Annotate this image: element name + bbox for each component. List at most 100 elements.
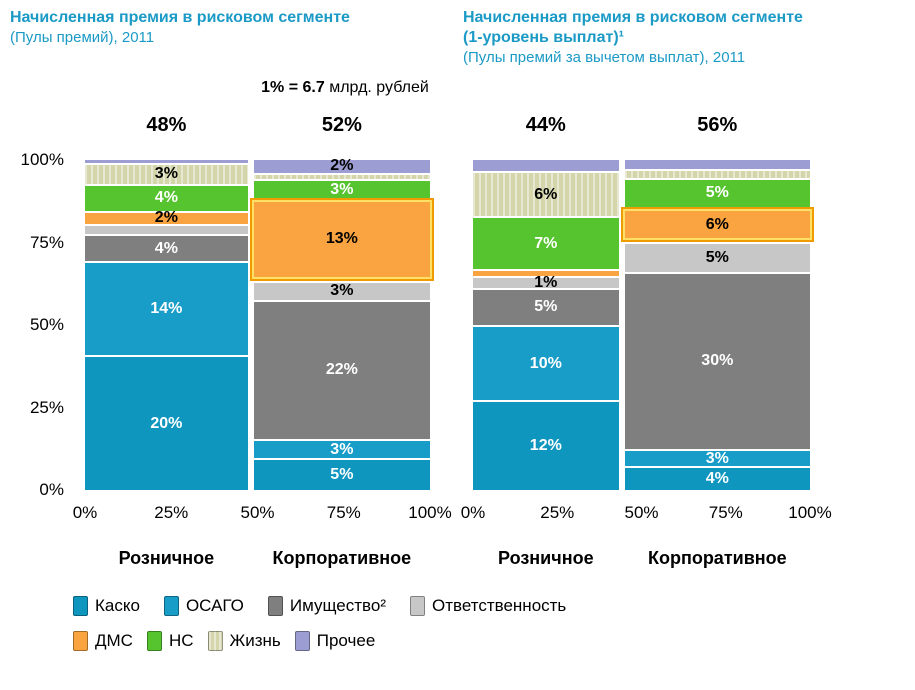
segment-value-label: 12%	[529, 437, 562, 454]
segment-prochee: 2%	[253, 157, 430, 174]
segment-imushchestvo: 30%	[624, 271, 810, 449]
legend-label-kasko: Каско	[95, 596, 140, 615]
segment-otvetstvennost: 1%	[473, 274, 619, 291]
segment-value-label: 4%	[154, 239, 178, 257]
segment-prochee	[624, 160, 810, 169]
segment-value-label: 1%	[534, 273, 558, 291]
segment-ns: 4%	[85, 183, 248, 211]
segment-ns: 5%	[624, 177, 810, 208]
segment-zhizn	[624, 168, 810, 178]
column-name-label: Розничное	[498, 548, 594, 568]
column-share-label: 44%	[525, 114, 566, 136]
unit-note-bold: 1% = 6.7	[261, 79, 325, 96]
segment-zhizn: 3%	[85, 163, 248, 184]
y-tick-label: 100%	[20, 150, 64, 169]
segment-value-label: 3%	[705, 449, 729, 467]
column-corporate: 56% 5% 6% 5% 30% 3% 4% Корпоративное	[620, 114, 814, 568]
legend-swatch-kasko	[73, 596, 88, 616]
segment-value-label: 5%	[705, 184, 729, 202]
segment-value-label: 6%	[534, 185, 558, 203]
segment-osago: 3%	[624, 448, 810, 467]
right-mekko-chart: 44% 6% 7% 1% 5% 10% 12% Розничное 56% 5% 6% 5% 30% 3%…	[473, 114, 814, 568]
column-name-label: Корпоративное	[647, 548, 787, 568]
segment-zhizn: 6%	[473, 171, 619, 217]
left-chart-title-line1: Начисленная премия в рисковом сегменте	[10, 9, 350, 26]
segment-osago: 14%	[85, 261, 248, 356]
column-share-label: 52%	[321, 114, 362, 136]
segment-ns: 3%	[253, 179, 430, 199]
right-chart-subtitle: (Пулы премий за вычетом выплат), 2011	[463, 49, 746, 66]
column-corporate: 52% 2% 3% 13% 3% 22% 3% 5% Корпоративное	[249, 114, 434, 568]
x-tick-label: 25%	[540, 503, 575, 522]
segment-dms: 6%	[620, 207, 814, 243]
legend-item-zhizn: Жизнь	[207, 631, 281, 651]
legend-swatch-imushchestvo	[267, 596, 283, 616]
segment-kasko: 20%	[85, 355, 248, 490]
segment-value-label: 4%	[705, 470, 729, 488]
legend-row-2: ДМС НС Жизнь Прочее	[73, 631, 566, 651]
y-axis: 100% 75% 50% 25% 0%	[6, 150, 64, 499]
segment-value-label: 7%	[534, 234, 558, 252]
legend: Каско ОСАГО Имущество² Ответственность ДМС Н…	[73, 596, 566, 651]
segment-value-label: 5%	[534, 298, 558, 316]
segment-value-label: 3%	[330, 180, 354, 198]
legend-swatch-zhizn	[207, 631, 223, 651]
legend-swatch-osago	[163, 596, 179, 616]
segment-prochee	[473, 160, 619, 172]
legend-label-osago: ОСАГО	[185, 596, 244, 615]
right-chart-title: Начисленная премия в рисковом сегменте (…	[463, 8, 913, 68]
segment-value-label: 20%	[150, 414, 183, 432]
segment-kasko: 12%	[473, 400, 619, 490]
segment-value-label: 2%	[154, 209, 178, 227]
x-tick-label: 75%	[708, 503, 743, 522]
column-share-label: 48%	[146, 114, 187, 136]
right-chart-title-line2: (1-уровень выплат)¹	[463, 29, 624, 46]
segment-prochee	[85, 160, 248, 164]
legend-row-1: Каско ОСАГО Имущество² Ответственность	[73, 596, 566, 616]
segment-osago: 10%	[473, 325, 619, 400]
legend-swatch-ns	[146, 631, 162, 651]
column-name-label: Розничное	[118, 548, 215, 568]
x-tick-label: 75%	[326, 503, 361, 522]
x-tick-label: 100%	[788, 503, 832, 522]
segment-value-label: 4%	[154, 189, 178, 207]
segment-value-label: 14%	[150, 300, 183, 318]
segment-imushchestvo: 22%	[253, 299, 430, 440]
legend-label-otvetstvennost: Ответственность	[432, 596, 567, 615]
segment-value-label: 5%	[705, 249, 729, 267]
legend-item-otvetstvennost: Ответственность	[410, 596, 566, 616]
segment-imushchestvo: 4%	[85, 234, 248, 261]
legend-label-zhizn: Жизнь	[229, 631, 281, 650]
legend-swatch-otvetstvennost	[410, 596, 425, 616]
x-tick-label: 50%	[240, 503, 275, 522]
y-tick-label: 50%	[29, 315, 64, 334]
x-tick-label: 100%	[408, 503, 452, 522]
column-retail: 48% 3% 4% 2% 4% 14% 20% Розничное	[85, 114, 248, 568]
left-x-axis: 0% 25% 50% 75% 100%	[73, 503, 452, 525]
left-chart-title: Начисленная премия в рисковом сегменте (…	[10, 8, 455, 48]
legend-item-kasko: Каско	[73, 596, 140, 616]
segment-otvetstvennost	[85, 223, 248, 235]
right-x-axis: 0% 25% 50% 75% 100%	[461, 503, 832, 525]
legend-item-ns: НС	[146, 631, 194, 651]
legend-item-prochee: Прочее	[294, 631, 376, 651]
legend-label-prochee: Прочее	[316, 631, 376, 650]
segment-value-label: 5%	[330, 466, 354, 484]
unit-note: 1% = 6.7 млрд. рублей	[190, 79, 500, 97]
legend-item-dms: ДМС	[73, 631, 133, 651]
segment-dms	[473, 268, 619, 277]
column-share-label: 56%	[697, 114, 738, 136]
legend-item-osago: ОСАГО	[163, 596, 244, 616]
column-name-label: Корпоративное	[272, 548, 412, 568]
segment-value-label: 3%	[154, 165, 178, 183]
segment-value-label: 30%	[701, 352, 734, 370]
x-tick-label: 50%	[624, 503, 659, 522]
column-retail: 44% 6% 7% 1% 5% 10% 12% Розничное	[473, 114, 619, 568]
segment-value-label: 13%	[325, 230, 358, 248]
segment-value-label: 6%	[705, 215, 729, 233]
legend-label-imushchestvo: Имущество²	[289, 596, 386, 615]
segment-otvetstvennost: 3%	[253, 280, 430, 300]
right-chart-title-line1: Начисленная премия в рисковом сегменте	[463, 9, 803, 26]
legend-swatch-dms	[73, 631, 88, 651]
x-tick-label: 0%	[460, 503, 486, 522]
